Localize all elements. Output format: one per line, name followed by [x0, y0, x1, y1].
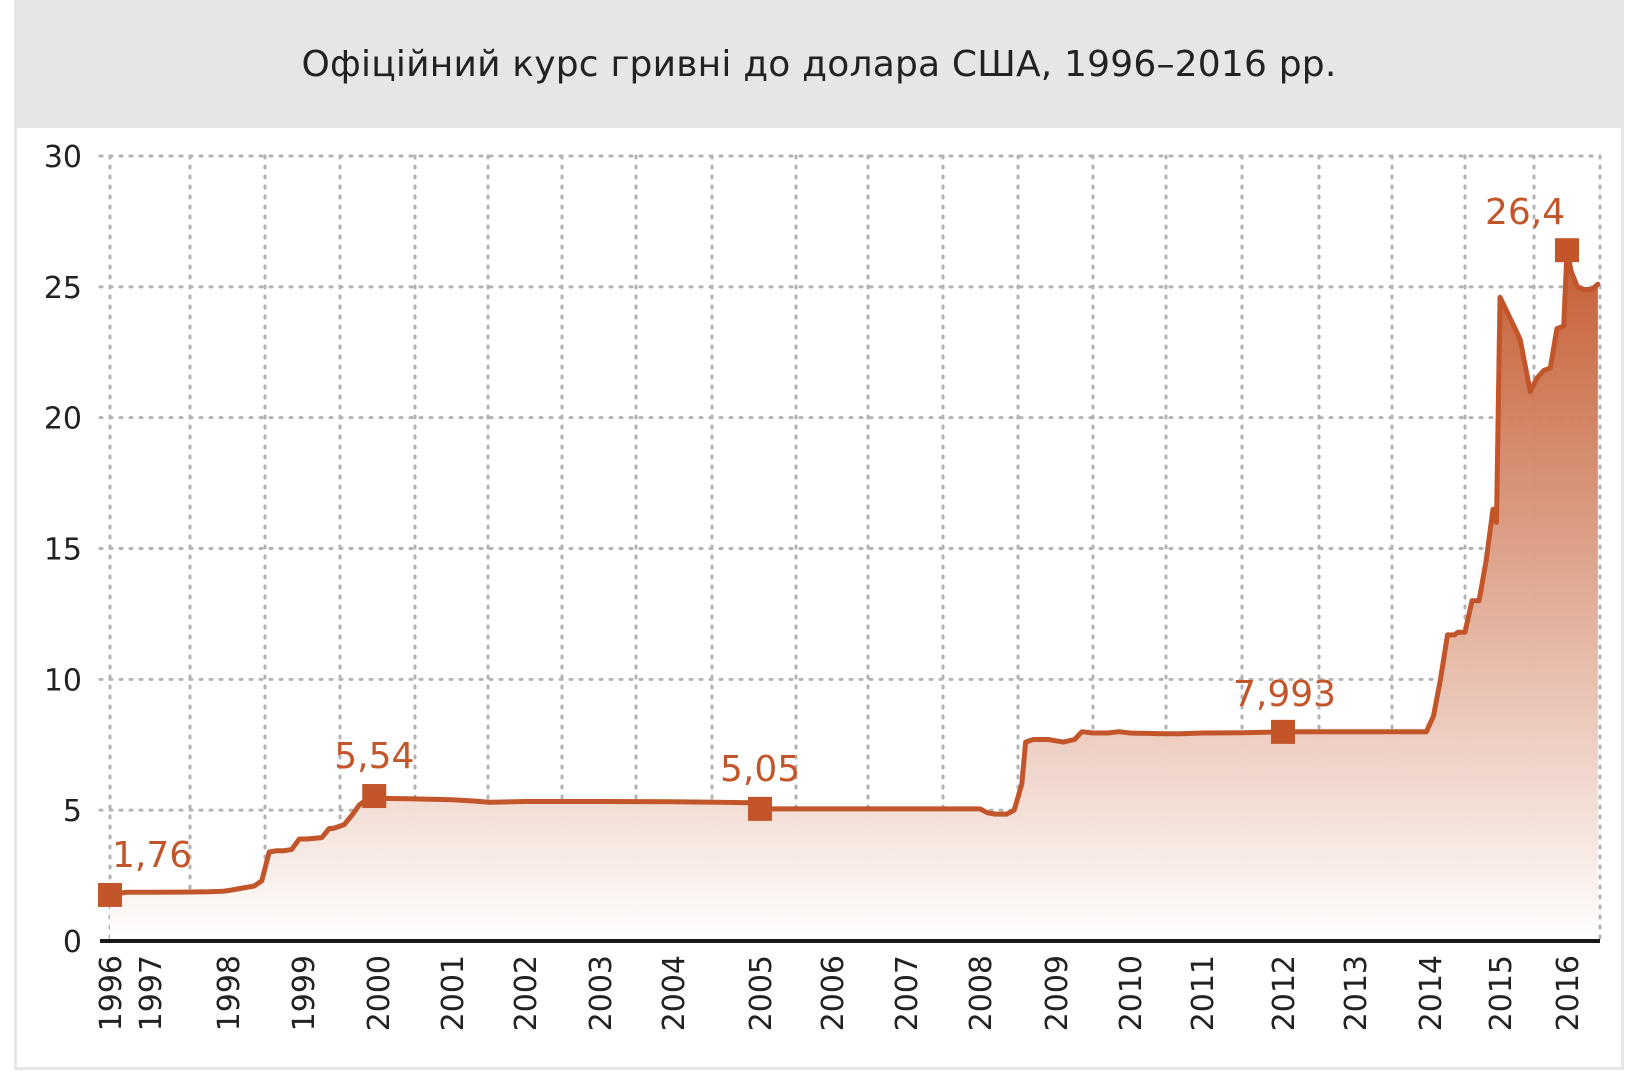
x-tick-label: 2014 — [1414, 955, 1449, 1031]
title-bar: Офіційний курс гривні до долара США, 199… — [14, 0, 1624, 128]
data-label: 5,54 — [334, 736, 414, 777]
y-tick-label: 20 — [44, 402, 82, 437]
y-tick-label: 30 — [44, 140, 82, 175]
x-tick-label: 1998 — [212, 955, 247, 1031]
y-tick-label: 10 — [44, 663, 82, 698]
data-marker — [1271, 719, 1295, 744]
rate-line — [107, 247, 1601, 898]
x-tick-label: 2006 — [816, 955, 851, 1031]
x-tick-label: 2001 — [436, 955, 471, 1031]
area-layer — [107, 247, 1601, 941]
x-tick-label: 1999 — [287, 955, 322, 1031]
x-tick-label: 2005 — [744, 955, 779, 1031]
x-tick-label: 2010 — [1114, 955, 1149, 1031]
y-tick-label: 25 — [44, 271, 82, 306]
y-tick-labels: 0 5 10 15 20 25 30 — [44, 140, 82, 960]
x-tick-label: 2004 — [657, 955, 692, 1031]
x-tick-label: 2015 — [1484, 955, 1519, 1031]
y-tick-label: 0 — [63, 925, 82, 960]
x-tick-label: 1997 — [134, 955, 169, 1031]
x-tick-label: 2013 — [1339, 955, 1374, 1031]
data-label: 26,4 — [1485, 192, 1565, 233]
annotations: 1,76 5,54 5,05 7,993 26,4 — [98, 192, 1579, 907]
y-tick-label: 5 — [63, 794, 82, 829]
x-tick-labels: 1996 1997 1998 1999 2000 2001 2002 2003 2004 2005… — [94, 955, 1586, 1031]
x-tick-label: 2007 — [890, 955, 925, 1031]
data-marker — [748, 796, 772, 821]
x-tick-label: 2012 — [1267, 955, 1302, 1031]
x-tick-label: 2016 — [1551, 955, 1586, 1031]
data-marker — [362, 784, 387, 809]
y-tick-label: 15 — [44, 533, 82, 568]
rate-area — [110, 250, 1598, 941]
x-tick-label: 2000 — [362, 955, 397, 1031]
x-tick-label: 2011 — [1186, 955, 1221, 1031]
x-tick-label: 2002 — [509, 955, 544, 1031]
chart-title: Офіційний курс гривні до долара США, 199… — [301, 43, 1337, 85]
x-tick-label: 1996 — [94, 955, 129, 1031]
data-label: 5,05 — [720, 749, 800, 790]
x-tick-label: 2009 — [1040, 955, 1075, 1031]
data-label: 7,993 — [1233, 674, 1336, 715]
data-marker — [1555, 238, 1579, 263]
x-tick-label: 2008 — [964, 955, 999, 1031]
x-tick-label: 2003 — [584, 955, 619, 1031]
data-label: 1,76 — [112, 835, 192, 876]
data-marker — [98, 882, 122, 907]
